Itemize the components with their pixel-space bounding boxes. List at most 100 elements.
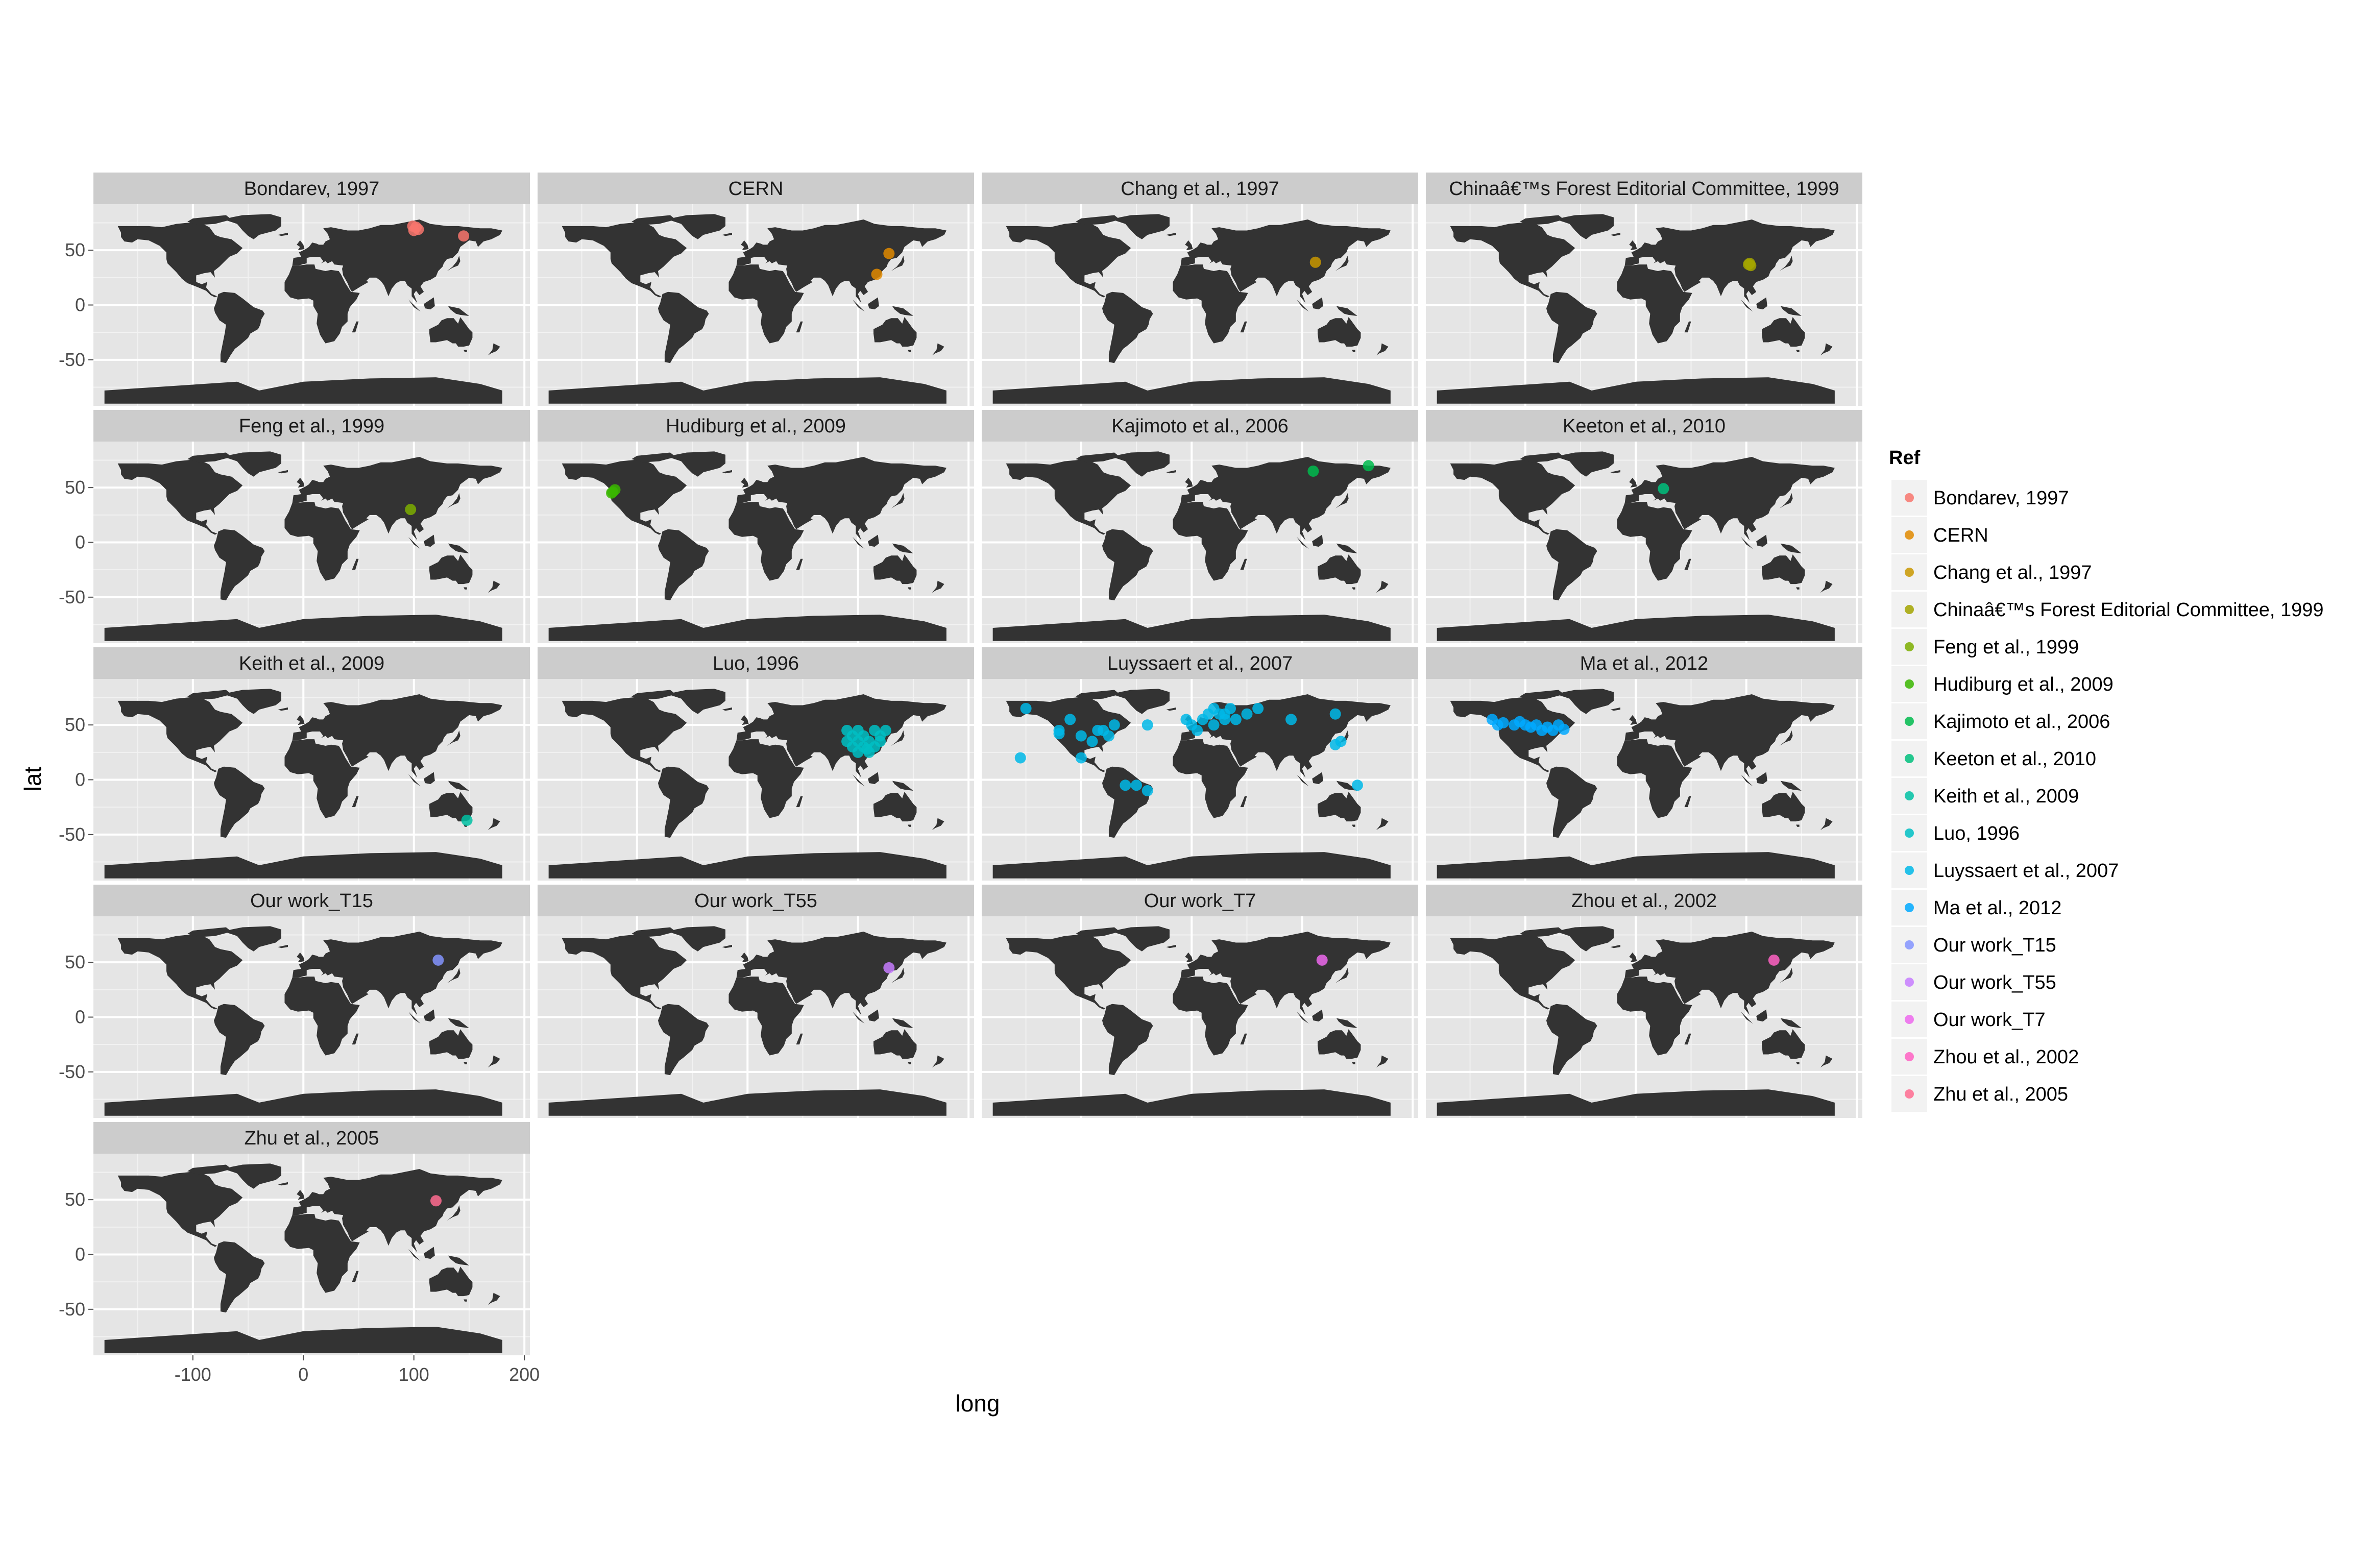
data-point-luyssaert-et-al-2007	[1075, 752, 1087, 764]
data-point-china-s-forest-editorial-committee-1999	[1744, 257, 1756, 269]
data-point-ma-et-al-2012	[1525, 721, 1537, 733]
data-point-luo-1996	[841, 736, 853, 747]
facet-strip	[982, 885, 1418, 916]
legend-item: Our work_T55	[1891, 964, 2056, 1000]
facet-title: Zhou et al., 2002	[1571, 890, 1717, 912]
facet-strip	[538, 647, 974, 679]
facet-strip	[538, 410, 974, 442]
legend-item: Ma et al., 2012	[1891, 890, 2061, 925]
legend-swatch	[1905, 642, 1914, 651]
legend-swatch	[1905, 940, 1914, 949]
facet-panel: Our work_T55	[538, 885, 974, 1118]
data-point-ma-et-al-2012	[1536, 724, 1548, 736]
facet-title: Our work_T15	[250, 890, 373, 912]
legend-item: Keeton et al., 2010	[1891, 741, 2096, 776]
x-tick-label: -100	[175, 1364, 211, 1385]
data-point-feng-et-al-1999	[405, 504, 417, 516]
facet-panel: CERN	[538, 173, 974, 406]
facet-title: CERN	[728, 178, 784, 200]
legend-label: Our work_T15	[1933, 935, 2056, 956]
data-point-cern	[871, 269, 883, 280]
data-point-ma-et-al-2012	[1558, 723, 1570, 735]
facet-title: Ma et al., 2012	[1580, 653, 1708, 674]
data-point-luo-1996	[875, 736, 886, 747]
data-point-luyssaert-et-al-2007	[1142, 719, 1153, 731]
data-point-luo-1996	[880, 724, 891, 736]
data-point-luyssaert-et-al-2007	[1086, 736, 1098, 747]
data-point-luyssaert-et-al-2007	[1225, 702, 1236, 714]
data-point-luyssaert-et-al-2007	[1103, 730, 1114, 742]
data-point-keith-et-al-2009	[461, 814, 473, 826]
facet-title: Bondarev, 1997	[244, 178, 380, 200]
data-point-ma-et-al-2012	[1547, 724, 1559, 736]
legend-item: Our work_T15	[1891, 927, 2056, 963]
facet-strip	[538, 885, 974, 916]
legend-item: Keith et al., 2009	[1891, 778, 2079, 814]
legend-item: Zhu et al., 2005	[1891, 1076, 2068, 1112]
facet-strip	[982, 647, 1418, 679]
facet-title: Our work_T55	[694, 890, 817, 912]
data-point-our-work-t7	[1316, 954, 1328, 966]
y-tick-label: 0	[75, 1007, 85, 1028]
facet-panel: Chang et al., 1997	[982, 173, 1418, 406]
y-tick-label: 0	[75, 1244, 85, 1265]
facet-panel: Zhu et al., 2005 50 0 -50	[59, 1122, 530, 1355]
legend: Ref Bondarev, 1997 CERN Chang et al., 1997…	[1889, 447, 2324, 1112]
y-tick-label: 0	[75, 532, 85, 553]
facet-strip	[1426, 410, 1862, 442]
legend-label: Zhou et al., 2002	[1933, 1046, 2079, 1068]
data-point-keeton-et-al-2010	[1658, 483, 1669, 495]
legend-items: Bondarev, 1997 CERN Chang et al., 1997 Chin…	[1891, 480, 2324, 1112]
legend-label: Luo, 1996	[1933, 823, 2020, 844]
data-point-luyssaert-et-al-2007	[1142, 785, 1153, 796]
y-tick-label: 50	[65, 477, 85, 498]
data-point-zhu-et-al-2005	[430, 1195, 442, 1207]
legend-item: Luyssaert et al., 2007	[1891, 852, 2119, 888]
data-point-hudiburg-et-al-2009	[606, 487, 618, 499]
x-tick-label: 0	[298, 1364, 308, 1385]
facet-strip	[1426, 173, 1862, 204]
facet-title: Kajimoto et al., 2006	[1111, 416, 1288, 437]
facet-strip	[93, 410, 530, 442]
facet-strip	[93, 885, 530, 916]
y-tick-label: 50	[65, 239, 85, 260]
facet-panel: Zhou et al., 2002	[1426, 885, 1862, 1118]
legend-swatch	[1905, 1089, 1914, 1099]
data-point-our-work-t15	[432, 954, 444, 966]
facet-strip	[93, 647, 530, 679]
legend-label: CERN	[1933, 525, 1988, 546]
facet-panel: Ma et al., 2012	[1426, 647, 1862, 881]
legend-item: Feng et al., 1999	[1891, 629, 2079, 665]
facet-panel: Kajimoto et al., 2006	[982, 410, 1418, 643]
data-point-bondarev-1997	[458, 230, 470, 242]
legend-item: Chang et al., 1997	[1891, 554, 2092, 590]
data-point-ma-et-al-2012	[1492, 719, 1503, 731]
data-point-luo-1996	[869, 724, 881, 736]
data-point-luyssaert-et-al-2007	[1252, 702, 1264, 714]
legend-label: Luyssaert et al., 2007	[1933, 860, 2119, 882]
y-tick-label: 50	[65, 714, 85, 735]
x-axis-title: long	[956, 1390, 1000, 1417]
data-point-luyssaert-et-al-2007	[1241, 708, 1253, 720]
data-point-luo-1996	[861, 743, 873, 755]
facet-title: Keeton et al., 2010	[1563, 416, 1726, 437]
legend-swatch	[1905, 530, 1914, 540]
legend-swatch	[1905, 978, 1914, 987]
y-tick-label: 50	[65, 952, 85, 972]
axis-labels: long lat	[19, 766, 1000, 1417]
data-point-luyssaert-et-al-2007	[1230, 714, 1242, 725]
data-point-luyssaert-et-al-2007	[1285, 714, 1297, 725]
facet-title: Chinaâ€™s Forest Editorial Committee, 19…	[1449, 178, 1839, 200]
data-point-zhou-et-al-2002	[1768, 954, 1780, 966]
facet-title: Our work_T7	[1144, 890, 1256, 912]
legend-swatch	[1905, 493, 1914, 502]
data-point-bondarev-1997	[407, 220, 419, 232]
facet-panel: Feng et al., 1999 50 0 -50	[59, 410, 530, 643]
y-tick-label: -50	[59, 587, 85, 607]
data-point-luyssaert-et-al-2007	[1075, 730, 1087, 742]
legend-item: Hudiburg et al., 2009	[1891, 666, 2114, 702]
legend-item: Chinaâ€™s Forest Editorial Committee, 19…	[1891, 592, 2324, 627]
facet-title: Feng et al., 1999	[239, 416, 384, 437]
x-tick-label: 200	[509, 1364, 540, 1385]
data-point-luyssaert-et-al-2007	[1092, 724, 1104, 736]
